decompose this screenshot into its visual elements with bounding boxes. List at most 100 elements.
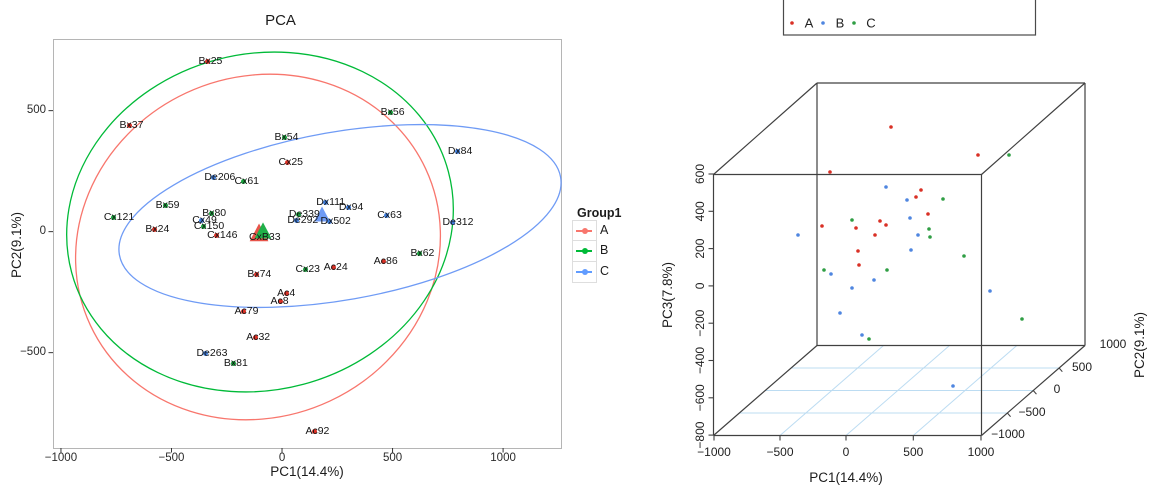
pc3-tick-label: −200 bbox=[693, 309, 707, 336]
box-edge bbox=[713, 345, 818, 436]
centroid-triangle-B bbox=[254, 222, 272, 239]
legend3d-label-B: B bbox=[836, 16, 845, 31]
point-label: Bx74 bbox=[247, 268, 272, 281]
point-label: Cx150 bbox=[193, 220, 225, 233]
legend-entry-label-B: B bbox=[600, 243, 609, 257]
centroid-triangle-C bbox=[314, 206, 330, 222]
legend3d-label-C: C bbox=[866, 16, 875, 31]
point3d-B bbox=[872, 278, 876, 282]
point3d-A bbox=[828, 170, 832, 174]
point3d-C bbox=[822, 268, 826, 272]
point3d-A bbox=[878, 219, 882, 223]
point-label: Ac24 bbox=[323, 260, 348, 273]
point-dot-B bbox=[230, 361, 236, 367]
ellipse-group-B bbox=[66, 51, 454, 393]
point-dot-B bbox=[241, 179, 247, 185]
point-dot-C bbox=[384, 213, 390, 219]
y-tick-label: −500 bbox=[20, 345, 46, 358]
point-dot-A bbox=[330, 264, 336, 270]
pc3-tick-label: −400 bbox=[693, 347, 707, 374]
point3d-A bbox=[914, 195, 918, 199]
legend-key-C bbox=[572, 260, 597, 283]
point3d-A bbox=[873, 233, 877, 237]
point-label: De206 bbox=[204, 171, 236, 184]
pc1-tick-label: 500 bbox=[903, 445, 923, 459]
pca3d-legend-box bbox=[782, 0, 1037, 36]
legend3d-label-A: A bbox=[805, 16, 814, 31]
point3d-B bbox=[908, 216, 912, 220]
pc2-tick-label: −1000 bbox=[991, 427, 1025, 441]
point3d-B bbox=[884, 185, 888, 189]
pc2-tick-label: 500 bbox=[1072, 360, 1092, 374]
box-edge bbox=[713, 82, 818, 175]
point-dot-A bbox=[254, 272, 260, 278]
legend3d-dot-C bbox=[852, 21, 856, 25]
point3d-B bbox=[829, 272, 833, 276]
point-label: Ac4 bbox=[277, 286, 296, 299]
legend-key-A bbox=[572, 219, 597, 242]
point-dot-C bbox=[323, 200, 329, 206]
point-dot-C bbox=[449, 220, 455, 226]
legend-dot bbox=[581, 268, 588, 275]
point-dot-B bbox=[110, 214, 116, 220]
pc3-tick-label: 200 bbox=[693, 238, 707, 258]
point-dot-C bbox=[199, 218, 205, 224]
point-dot-A bbox=[277, 299, 283, 305]
ellipse-group-A bbox=[74, 73, 442, 421]
point-label: Cx25 bbox=[278, 155, 303, 168]
point-label: Ac8 bbox=[270, 295, 289, 308]
pc2-tick-mark bbox=[1032, 390, 1037, 395]
point-label: Dx111 bbox=[316, 196, 346, 209]
point3d-B bbox=[838, 311, 842, 315]
pc1-tick-label: 0 bbox=[843, 445, 850, 459]
point3d-A bbox=[857, 263, 861, 267]
ellipse-group-C bbox=[118, 123, 562, 309]
pca2d-legend-title: Group1 bbox=[577, 206, 622, 220]
point-label: Bx59 bbox=[155, 198, 180, 211]
legend3d-dot-A bbox=[790, 21, 794, 25]
point-label: Cx121 bbox=[103, 210, 135, 223]
y-tick-label: 500 bbox=[26, 103, 46, 116]
point3d-C bbox=[962, 254, 966, 258]
point-label: Bx80 bbox=[202, 206, 227, 219]
point-dot-C bbox=[454, 149, 460, 155]
point-dot-A bbox=[205, 59, 211, 65]
pc2-tick-label: 0 bbox=[1054, 382, 1061, 396]
point-dot-B bbox=[162, 202, 168, 208]
point-label: Bx56 bbox=[380, 105, 405, 118]
point3d-C bbox=[941, 197, 945, 201]
point3d-C bbox=[867, 337, 871, 341]
point3d-B bbox=[951, 384, 955, 388]
point-label: De312 bbox=[442, 216, 474, 229]
pc3-tick-label: 0 bbox=[693, 282, 707, 289]
point-dot-A bbox=[214, 232, 220, 238]
point3d-C bbox=[927, 227, 931, 231]
point-dot-A bbox=[253, 335, 259, 341]
point-dot-C bbox=[294, 218, 300, 224]
box-edge bbox=[981, 82, 1086, 175]
x-tick-label: −1000 bbox=[44, 452, 78, 464]
point3d-C bbox=[928, 235, 932, 239]
point-dot-C bbox=[211, 175, 217, 181]
centroid-label: CxB33 bbox=[249, 231, 281, 244]
legend-entry-label-A: A bbox=[600, 222, 609, 237]
point-dot-A bbox=[285, 159, 291, 165]
point-label: Cx63 bbox=[377, 209, 402, 222]
point-dot-C bbox=[327, 218, 333, 224]
point-label: Ac32 bbox=[246, 331, 271, 344]
y-tick-label: 0 bbox=[39, 224, 46, 237]
point3d-A bbox=[820, 224, 824, 228]
legend-key-B bbox=[572, 240, 597, 263]
point-dot-B bbox=[209, 210, 215, 216]
point-label: De339 bbox=[288, 208, 320, 221]
point-label: Ac86 bbox=[373, 255, 398, 268]
point3d-B bbox=[905, 198, 909, 202]
point-label: Dx84 bbox=[447, 145, 473, 158]
pc2-tick-mark bbox=[1006, 412, 1011, 418]
pca2d-panel-border bbox=[53, 39, 562, 449]
pc2-tick-label: −500 bbox=[1018, 405, 1045, 419]
point-dot-C bbox=[203, 351, 209, 357]
point3d-A bbox=[884, 223, 888, 227]
point-label: Dx502 bbox=[320, 214, 351, 227]
